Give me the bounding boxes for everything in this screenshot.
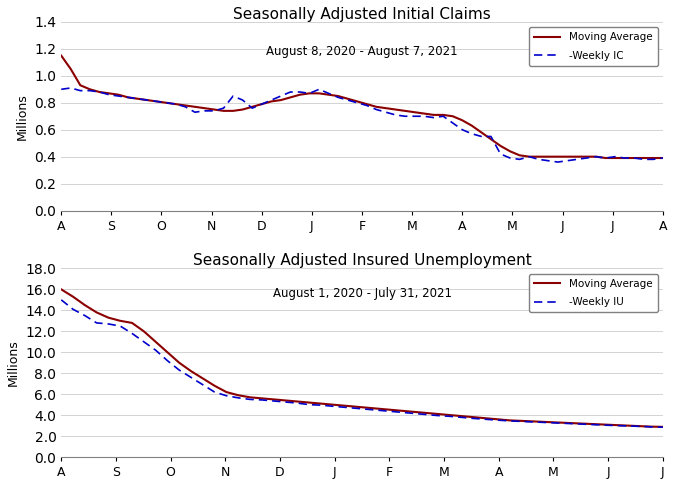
-Weekly IU xyxy=(57,297,65,303)
-Weekly IU xyxy=(611,423,619,429)
Moving Average xyxy=(57,52,65,58)
-Weekly IC xyxy=(315,87,323,92)
-Weekly IU xyxy=(270,398,278,404)
Line: -Weekly IU: -Weekly IU xyxy=(61,300,663,427)
Text: August 8, 2020 - August 7, 2021: August 8, 2020 - August 7, 2021 xyxy=(266,45,458,57)
Title: Seasonally Adjusted Initial Claims: Seasonally Adjusted Initial Claims xyxy=(233,7,491,22)
-Weekly IU xyxy=(446,414,454,419)
-Weekly IU xyxy=(658,424,667,430)
Legend: Moving Average, -Weekly IU: Moving Average, -Weekly IU xyxy=(529,274,658,312)
Moving Average xyxy=(611,422,619,428)
Moving Average xyxy=(133,96,142,102)
-Weekly IU xyxy=(340,404,348,410)
Moving Average xyxy=(57,286,65,292)
-Weekly IU xyxy=(104,321,113,327)
-Weekly IC xyxy=(143,97,151,103)
Moving Average xyxy=(270,397,278,402)
Legend: Moving Average, -Weekly IC: Moving Average, -Weekly IC xyxy=(529,27,658,66)
-Weekly IU xyxy=(423,412,431,417)
Moving Average xyxy=(658,424,667,430)
Line: -Weekly IC: -Weekly IC xyxy=(61,88,663,162)
Moving Average xyxy=(658,155,667,161)
-Weekly IC xyxy=(67,85,75,91)
Moving Average xyxy=(392,106,400,112)
Moving Average xyxy=(423,410,431,416)
Moving Average xyxy=(305,90,313,96)
Line: Moving Average: Moving Average xyxy=(61,55,663,158)
-Weekly IC xyxy=(401,113,409,119)
-Weekly IC xyxy=(658,155,667,161)
Y-axis label: Millions: Millions xyxy=(16,93,29,139)
-Weekly IC xyxy=(57,87,65,92)
Title: Seasonally Adjusted Insured Unemployment: Seasonally Adjusted Insured Unemployment xyxy=(193,253,531,268)
Moving Average xyxy=(104,315,113,321)
Text: August 1, 2020 - July 31, 2021: August 1, 2020 - July 31, 2021 xyxy=(272,287,452,300)
Moving Average xyxy=(353,99,361,104)
Moving Average xyxy=(446,412,454,418)
-Weekly IC xyxy=(449,120,457,126)
Moving Average xyxy=(340,403,348,409)
-Weekly IC xyxy=(363,103,371,108)
-Weekly IC xyxy=(458,127,466,133)
-Weekly IC xyxy=(554,159,562,165)
Moving Average xyxy=(601,155,609,161)
Moving Average xyxy=(439,112,448,118)
Moving Average xyxy=(449,113,457,119)
Line: Moving Average: Moving Average xyxy=(61,289,663,427)
Y-axis label: Millions: Millions xyxy=(7,339,20,386)
